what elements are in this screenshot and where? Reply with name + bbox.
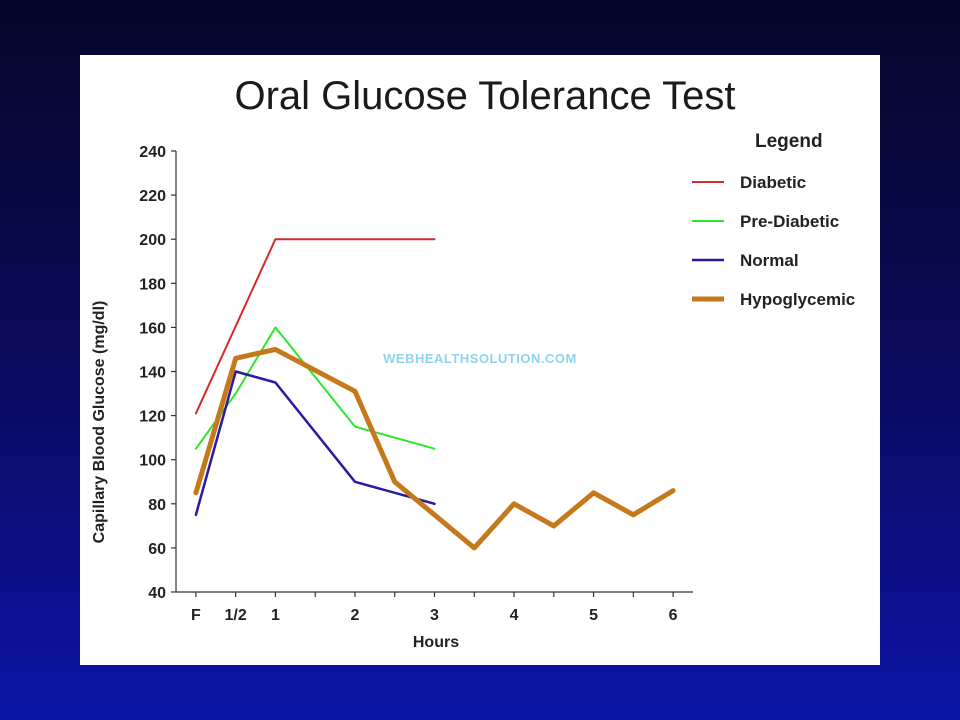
legend-label: Hypoglycemic [740,290,855,309]
y-tick-label: 200 [139,232,166,249]
y-tick-label: 60 [148,541,166,558]
x-tick-label: 1/2 [225,607,247,624]
series-line-normal [194,370,436,517]
y-tick-label: 220 [139,188,166,205]
series-layer [193,238,676,551]
y-tick-label: 120 [139,409,166,426]
x-tick-label: 3 [430,607,439,624]
x-tick-label: 6 [669,607,678,624]
chart: Oral Glucose Tolerance Test WEBHEALTHSOL… [91,74,855,651]
chart-panel: Oral Glucose Tolerance Test WEBHEALTHSOL… [80,55,880,665]
y-axis-label: Capillary Blood Glucose (mg/dl) [91,301,108,544]
series-line-hypoglycemic [193,346,676,551]
x-tick-label: 1 [271,607,280,624]
legend: Legend Diabetic Pre-Diabetic Normal Hypogly… [692,131,855,309]
y-tick-label: 180 [139,276,166,293]
y-tick-label: 100 [139,453,166,470]
x-tick-label: 5 [589,607,598,624]
x-tick-label: 2 [351,607,360,624]
x-tick-label: 4 [510,607,519,624]
watermark: WEBHEALTHSOLUTION.COM [383,351,577,366]
x-axis-label: Hours [413,634,459,651]
y-tick-label: 40 [148,585,166,602]
legend-label: Normal [740,251,799,270]
y-tick-label: 80 [148,497,166,514]
chart-title: Oral Glucose Tolerance Test [235,74,736,118]
series-line-diabetic [194,238,436,415]
y-tick-label: 160 [139,320,166,337]
y-tick-label: 240 [139,144,166,161]
y-tick-label: 140 [139,365,166,382]
legend-label: Diabetic [740,173,806,192]
legend-title: Legend [755,131,823,152]
legend-label: Pre-Diabetic [740,212,839,231]
x-tick-label: F [191,607,201,624]
axes: 40 60 80 100 120 140 160 180 200 220 240 F 1/2 1 2 3 4 5 6 [139,144,693,624]
